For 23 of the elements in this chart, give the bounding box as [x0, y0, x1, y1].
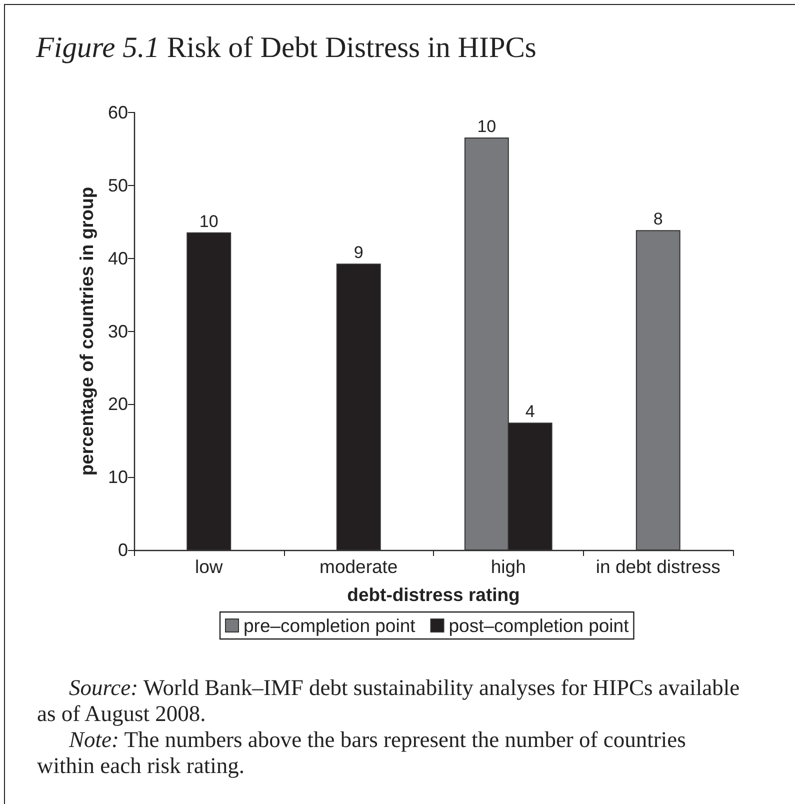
x-tick-label: low	[194, 556, 224, 577]
text: Note: The numbers above the bars represent the number of countries within each risk rating.	[37, 727, 687, 779]
source-note: Source: World Bank–IMF debt sustainability analyses for HIPCs available as of August 2008.	[37, 675, 741, 727]
y-tick-label: 20	[108, 394, 128, 414]
x-tick-label: in debt distress	[596, 556, 720, 577]
annotation: 10	[477, 117, 496, 136]
y-tick-label: 50	[108, 175, 128, 196]
x-tick-label: high	[490, 556, 526, 577]
y-tick-label: 0	[118, 540, 128, 560]
y-tick-label: 40	[108, 248, 128, 268]
y-axis-title: percentage of countries in group	[76, 186, 97, 476]
y-tick-label: 10	[108, 467, 128, 488]
annotation: 9	[354, 243, 364, 262]
annotation: 10	[199, 212, 218, 231]
annotation: 8	[653, 210, 663, 229]
annotation: 4	[525, 402, 535, 422]
x-tick-label: moderate	[320, 556, 398, 577]
x-axis-title: debt-distress rating	[347, 584, 520, 605]
y-tick-label: 30	[108, 321, 128, 342]
y-tick-label: 60	[108, 102, 128, 122]
legend-label: post–completion point	[448, 615, 629, 636]
legend-label: pre–completion point	[244, 615, 416, 636]
chart-title: Figure 5.1 Risk of Debt Distress in HIPCs	[36, 31, 536, 66]
